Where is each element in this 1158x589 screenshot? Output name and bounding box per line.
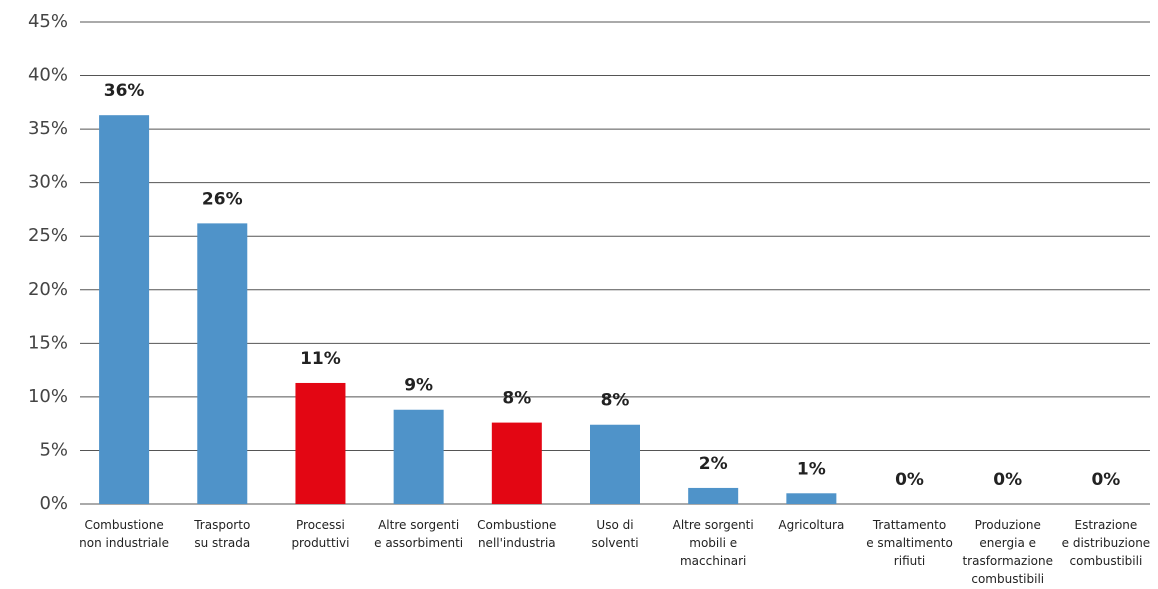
value-label: 11% [300,349,341,369]
y-tick-label: 0% [39,493,68,514]
x-tick-label: Altre sorgenti e assorbimenti [374,518,463,550]
value-label: 8% [502,389,531,409]
y-tick-label: 35% [28,118,68,139]
bar [491,422,542,504]
value-label: 9% [404,376,433,396]
y-tick-label: 5% [39,439,68,460]
x-tick-label: Trasporto su strada [193,518,250,550]
bar [393,409,444,504]
y-tick-label: 45% [28,11,68,32]
x-tick-label: Trattamento e smaltimento rifiuti [866,518,953,568]
y-tick-label: 20% [28,279,68,300]
value-label: 0% [895,470,924,490]
x-tick-label: Combustione nell'industria [477,518,556,550]
value-label: 0% [1091,470,1120,490]
value-label: 36% [104,81,145,101]
bar [197,223,248,504]
value-label: 1% [797,459,826,479]
y-tick-label: 15% [28,332,68,353]
y-tick-label: 30% [28,172,68,193]
bar [688,487,739,504]
y-tick-label: 10% [28,386,68,407]
y-tick-label: 40% [28,65,68,86]
y-tick-label: 25% [28,225,68,246]
bar [590,424,640,504]
bar [99,115,150,504]
value-label: 0% [993,470,1022,490]
value-label: 8% [601,391,630,411]
bar [786,493,837,504]
x-tick-label: Agricoltura [778,518,844,532]
x-tick-label: Altre sorgenti mobili e macchinari [673,518,754,568]
value-label: 26% [202,189,243,209]
x-tick-label: Uso di solventi [591,518,638,550]
bar [295,382,346,504]
x-tick-label: Combustione non industriale [79,518,169,550]
value-label: 2% [699,454,728,474]
x-tick-label: Processi produttivi [291,518,349,550]
x-tick-label: Produzione energia e trasformazione combust… [962,518,1053,586]
x-tick-label: Estrazione e distribuzione combustibili [1062,518,1151,568]
